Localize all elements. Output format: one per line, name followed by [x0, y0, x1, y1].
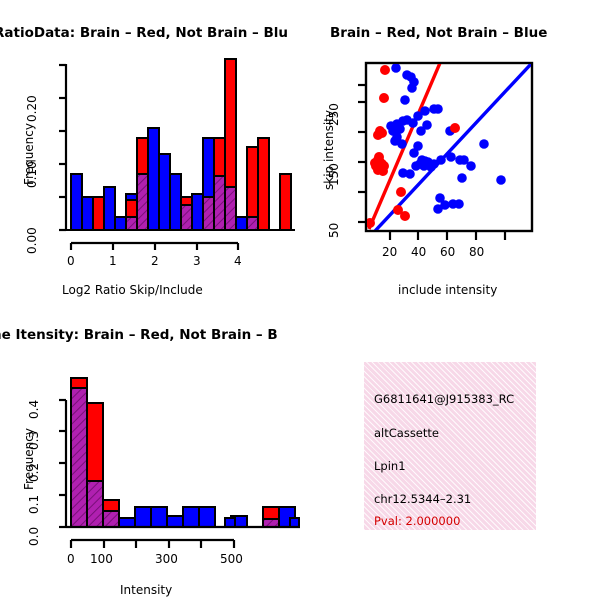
scatter-ytick-150: 150 — [327, 163, 341, 186]
intensity-histogram-bars — [70, 377, 300, 528]
intensity-histogram-ytick-1: 0.1 — [27, 494, 41, 514]
scatter-xtick-20: 20 — [382, 245, 398, 259]
scatter-ytick-250: 250 — [327, 103, 341, 126]
info-locus: chr12.5344–2.31 — [374, 492, 472, 506]
ratio-histogram-ytick-10: 0.10 — [25, 161, 39, 188]
intensity-histogram-ytick-2: 0.2 — [27, 462, 41, 482]
intensity-histogram-xtick-500: 500 — [220, 552, 243, 566]
not-brain-points — [386, 64, 506, 214]
info-pval: Pval: 2.000000 — [374, 514, 461, 528]
ratio-histogram-xlabel: Log2 Ratio Skip/Include — [62, 283, 203, 297]
info-gene-symbol: Lpin1 — [374, 459, 406, 473]
brain-points — [367, 65, 460, 228]
intensity-histogram-xtick-0: 0 — [67, 552, 75, 566]
ratio-histogram-xaxis — [69, 241, 240, 250]
ratio-histogram-title: RatioData: Brain – Red, Not Brain – Blu — [0, 25, 289, 41]
intensity-histogram-ytick-3: 0.3 — [27, 430, 41, 450]
intensity-histogram-xlabel: Intensity — [120, 583, 173, 597]
scatter-xaxis — [388, 231, 507, 240]
scatter-ytick-50: 50 — [327, 222, 341, 238]
ratio-histogram-xtick-3: 3 — [193, 254, 201, 268]
scatter-svg — [358, 61, 534, 240]
intensity-histogram-ytick-0: 0.0 — [27, 526, 41, 546]
ratio-histogram-bars — [70, 58, 292, 231]
ratio-histogram-ytick-0: 0.00 — [25, 227, 39, 254]
ratio-histogram-panel: RatioData: Brain – Red, Not Brain – Blu … — [0, 0, 300, 300]
scatter-xtick-80: 80 — [469, 245, 485, 259]
scatter-xtick-60: 60 — [440, 245, 456, 259]
scatter-title: Brain – Red, Not Brain – Blue — [330, 25, 548, 41]
scatter-xtick-40: 40 — [411, 245, 427, 259]
ratio-histogram-yaxis — [59, 63, 68, 232]
intensity-histogram-svg — [59, 377, 300, 548]
info-probe-id: G6811641@J915383_RC — [374, 392, 515, 406]
intensity-histogram-xtick-300: 300 — [155, 552, 178, 566]
scatter-xlabel: include intensity — [398, 283, 498, 297]
ratio-histogram-xtick-2: 2 — [151, 254, 159, 268]
intensity-histogram-ytick-4: 0.4 — [27, 399, 41, 419]
scatter-yaxis — [358, 83, 366, 224]
scatter-frame — [364, 61, 534, 233]
ratio-histogram-ytick-20: 0.20 — [25, 95, 39, 122]
ratio-histogram-xtick-4: 4 — [234, 254, 242, 268]
ratio-histogram-xtick-1: 1 — [109, 254, 117, 268]
gene-info-panel: G6811641@J915383_RC altCassette Lpin1 ch… — [364, 362, 536, 530]
intensity-histogram-yaxis — [59, 398, 68, 529]
info-event-type: altCassette — [374, 426, 439, 440]
ratio-histogram-xtick-0: 0 — [67, 254, 75, 268]
scatter-panel: Brain – Red, Not Brain – Blue skip inten… — [300, 0, 600, 300]
intensity-histogram-xaxis — [69, 538, 236, 548]
not-brain-regression-line — [373, 64, 531, 230]
ratio-histogram-svg — [59, 58, 295, 250]
intensity-histogram-title: ne Itensity: Brain – Red, Not Brain – B — [0, 327, 278, 343]
intensity-histogram-xtick-100: 100 — [90, 552, 113, 566]
intensity-histogram-panel: ne Itensity: Brain – Red, Not Brain – B … — [0, 300, 300, 600]
